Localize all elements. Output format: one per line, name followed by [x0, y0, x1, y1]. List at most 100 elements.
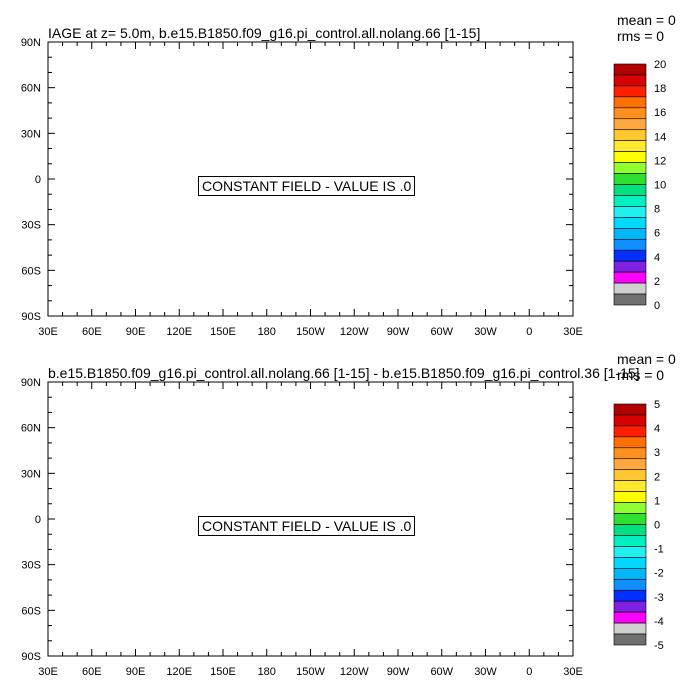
colorbar-label: 8	[654, 204, 660, 216]
panel-1-mean-label: mean = 0	[617, 12, 676, 28]
colorbar-box	[613, 206, 647, 218]
x-tick-label: 120W	[340, 326, 369, 338]
y-tick-label: 90S	[21, 311, 41, 323]
colorbar-box	[613, 151, 647, 163]
colorbar-box	[613, 447, 647, 460]
colorbar-box	[613, 502, 647, 514]
x-tick-label: 30E	[38, 326, 58, 338]
colorbar-box	[613, 228, 647, 240]
panel-2-constant-field-label: CONSTANT FIELD - VALUE IS .0	[198, 516, 416, 536]
y-tick-label: 60S	[21, 605, 41, 617]
y-tick-label: 30N	[21, 468, 41, 480]
colorbar-label: 5	[654, 399, 660, 411]
colorbar-box	[613, 513, 647, 525]
colorbar-box	[613, 184, 647, 196]
colorbar-box	[613, 480, 647, 492]
colorbar-box	[613, 85, 647, 98]
colorbar-label: 2	[654, 471, 660, 483]
colorbar-box	[613, 74, 647, 87]
x-tick-label: 60E	[82, 666, 102, 678]
colorbar-box	[613, 414, 647, 427]
panel-1-rms-label: rms = 0	[617, 28, 665, 44]
panel-1-constant-field-label: CONSTANT FIELD - VALUE IS .0	[198, 176, 416, 196]
x-tick-label: 60W	[430, 326, 453, 338]
colorbar-box	[613, 217, 647, 229]
colorbar-box	[613, 436, 647, 449]
colorbar-box	[613, 491, 647, 503]
colorbar-box	[613, 535, 647, 547]
colorbar-box	[613, 600, 647, 613]
y-tick-label: 90N	[21, 37, 41, 49]
panel-2-title: b.e15.B1850.f09_g16.pi_control.all.nolan…	[48, 365, 640, 381]
colorbar-box	[613, 271, 647, 284]
colorbar-label: 1	[654, 495, 660, 507]
colorbar-box	[613, 403, 647, 416]
x-tick-label: 150E	[210, 326, 236, 338]
map-panel-1: 30E 60E 90E 120E 150E 180 150W 120W 90W 60W 30W 0 30…	[21, 37, 666, 338]
colorbar-box	[613, 611, 647, 624]
colorbar-box	[613, 238, 647, 251]
y-tick-label: 30N	[21, 128, 41, 140]
x-tick-label: 120E	[166, 666, 192, 678]
colorbar-label: 4	[654, 423, 660, 435]
x-tick-label: 90W	[387, 326, 410, 338]
x-tick-label: 0	[526, 326, 532, 338]
colorbar-label: -3	[654, 592, 664, 604]
y-tick-label: 0	[35, 174, 41, 186]
colorbar-box	[613, 578, 647, 591]
colorbar-box	[613, 249, 647, 262]
colorbar-label: 12	[654, 155, 666, 167]
colorbar-label: -1	[654, 544, 664, 556]
colorbar-box	[613, 524, 647, 536]
colorbar-label: 4	[654, 252, 660, 264]
y-tick-label: 60N	[21, 83, 41, 95]
y-tick-label: 90S	[21, 651, 41, 663]
x-tick-label: 90E	[126, 326, 146, 338]
x-tick-label: 30E	[38, 666, 58, 678]
x-tick-label: 30E	[563, 326, 583, 338]
panel-1-title: IAGE at z= 5.0m, b.e15.B1850.f09_g16.pi_…	[48, 25, 481, 41]
x-tick-label: 90E	[126, 666, 146, 678]
x-tick-label: 150W	[296, 666, 325, 678]
colorbar-box	[613, 195, 647, 207]
y-tick-label: 90N	[21, 377, 41, 389]
colorbar-box	[613, 129, 647, 141]
x-tick-label: 120E	[166, 326, 192, 338]
colorbar-label: 0	[654, 520, 660, 532]
colorbar-label: 0	[654, 300, 660, 312]
colorbar-label: 18	[654, 83, 666, 95]
y-tick-label: 60S	[21, 265, 41, 277]
colorbar-label: 10	[654, 180, 666, 192]
y-tick-label: 0	[35, 514, 41, 526]
x-tick-label: 60W	[430, 666, 453, 678]
panel-2-rms-label: rms = 0	[617, 367, 665, 383]
x-tick-label: 180	[258, 326, 276, 338]
colorbar-box	[613, 260, 647, 273]
colorbar-label: 20	[654, 59, 666, 71]
colorbar-box	[613, 140, 647, 152]
y-tick-label: 30S	[21, 560, 41, 572]
colorbar-box	[613, 458, 647, 471]
panel-2-mean-label: mean = 0	[617, 351, 676, 367]
x-tick-label: 60E	[82, 326, 102, 338]
x-tick-label: 180	[258, 666, 276, 678]
colorbar-box	[613, 589, 647, 602]
x-tick-label: 90W	[387, 666, 410, 678]
colorbar-box	[613, 282, 647, 295]
y-tick-label: 60N	[21, 423, 41, 435]
colorbar-label: 14	[654, 131, 666, 143]
colorbar-box	[613, 568, 647, 580]
x-tick-label: 0	[526, 666, 532, 678]
x-tick-label: 150W	[296, 326, 325, 338]
colorbar-box	[613, 293, 647, 306]
colorbar-label: 3	[654, 447, 660, 459]
colorbar-box	[613, 162, 647, 174]
x-tick-label: 30W	[474, 326, 497, 338]
colorbar-box	[613, 96, 647, 109]
colorbar-label: 2	[654, 276, 660, 288]
colorbar-box	[613, 63, 647, 76]
colorbar-box	[613, 425, 647, 438]
colorbar-label: -5	[654, 640, 664, 652]
x-tick-label: 30W	[474, 666, 497, 678]
